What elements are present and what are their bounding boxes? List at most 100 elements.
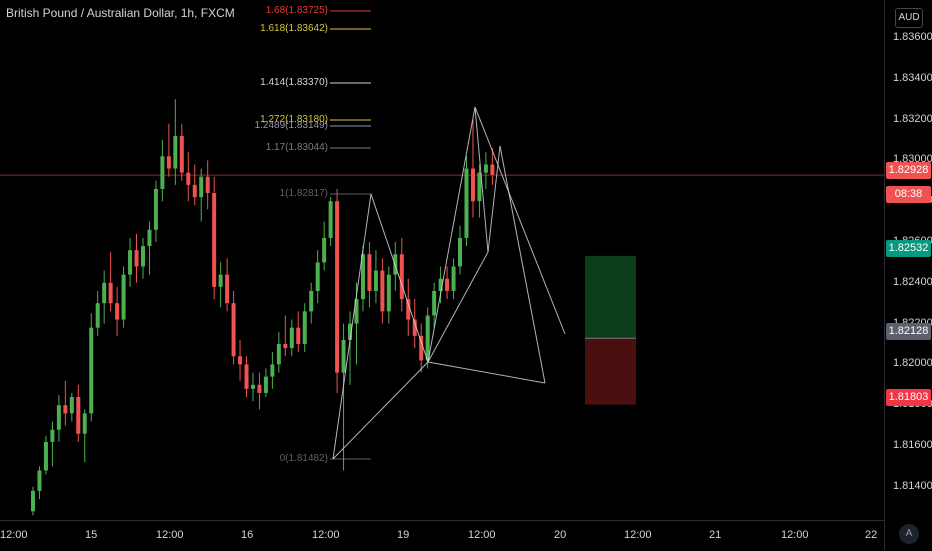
candle-body (140, 246, 145, 267)
candle (296, 311, 301, 353)
candle (464, 156, 469, 247)
long-position-tool (585, 255, 636, 405)
candle (432, 282, 437, 328)
candle-body (296, 327, 301, 344)
candle (470, 119, 475, 218)
pattern-line (427, 361, 546, 384)
candle-body (56, 405, 61, 430)
candle-body (483, 164, 488, 173)
candle (335, 188, 340, 393)
candle-body (373, 270, 378, 291)
candle-body (63, 405, 68, 414)
candle-body (147, 229, 152, 247)
target-zone (585, 255, 636, 339)
fib-level-label: 1.618(1.83642) (260, 23, 328, 34)
time-scale[interactable]: 12:00 15 12:00 16 12:00 19 12:00 20 12:00 21 12:00… (0, 520, 884, 551)
candle-body (464, 168, 469, 238)
time-tick-label: 19 (397, 529, 410, 541)
time-tick-label: 21 (709, 529, 722, 541)
candle-body (309, 290, 314, 312)
candle-body (270, 364, 275, 377)
candle-body (470, 168, 475, 202)
chart-area[interactable]: British Pound / Australian Dollar, 1h, F… (0, 0, 884, 520)
price-tick-label: 1.83600 (893, 31, 932, 43)
fib-level-label: 0(1.81482) (279, 453, 328, 464)
candle-body (160, 156, 165, 189)
symbol-title[interactable]: British Pound / Australian Dollar, 1h, F… (6, 6, 235, 20)
candle-body (419, 335, 424, 361)
candle-body (380, 270, 385, 312)
candle (76, 384, 81, 442)
candle (250, 372, 255, 402)
candle (225, 258, 230, 312)
candle-body (412, 319, 417, 336)
candle-body (69, 397, 74, 414)
candle (128, 237, 133, 287)
auto-scale-button[interactable]: A (899, 524, 919, 544)
entry-badge: 1.82128 (886, 323, 931, 340)
candle (108, 252, 113, 312)
currency-button[interactable]: AUD (895, 8, 923, 28)
time-tick-label: 22 (865, 529, 878, 541)
candle (360, 246, 365, 312)
candle (115, 286, 120, 336)
candle (186, 152, 191, 202)
candle (231, 290, 236, 365)
candle (31, 486, 35, 516)
candle-body (128, 250, 133, 275)
harmonic-pattern (332, 106, 566, 460)
candle-body (438, 278, 443, 291)
candle-body (108, 282, 113, 304)
time-tick-label: 12:00 (781, 529, 809, 541)
candlestick-chart[interactable] (0, 0, 884, 520)
candle-body (102, 282, 107, 304)
candle (445, 266, 450, 300)
candle-body (238, 356, 243, 365)
pattern-line (370, 193, 429, 363)
candle (82, 409, 87, 463)
candle (328, 197, 333, 247)
candle (276, 331, 281, 373)
candle-body (367, 254, 372, 291)
candle (451, 258, 456, 300)
time-tick-label: 12:00 (624, 529, 652, 541)
candle (399, 237, 404, 312)
candle (153, 180, 158, 242)
candle-body (225, 274, 230, 304)
candle-body (289, 327, 294, 349)
price-tick-label: 1.82400 (893, 275, 932, 288)
price-scale[interactable]: AUD 1.836001.834001.832001.830001.828001… (884, 0, 932, 550)
candle-body (302, 311, 307, 344)
candle-body (451, 266, 456, 291)
last-price-badge: 1.82928 (886, 162, 931, 179)
candle-body (322, 237, 327, 263)
candle (386, 266, 391, 324)
stop-zone (585, 338, 636, 405)
candle (283, 315, 288, 357)
candle (89, 313, 94, 422)
candle (367, 242, 372, 308)
candle (438, 266, 443, 304)
price-tick-label: 1.81400 (893, 479, 932, 492)
candle-body (341, 339, 346, 373)
candle-body (179, 135, 184, 173)
candle-body (231, 303, 236, 357)
candle-body (283, 344, 288, 349)
candle (419, 323, 424, 373)
candle (134, 233, 139, 283)
candle-body (315, 262, 320, 291)
candle (309, 282, 314, 324)
candle (483, 152, 488, 189)
candle-body (186, 172, 191, 185)
candle (218, 262, 223, 308)
candle (458, 225, 463, 275)
candle-body (121, 274, 126, 320)
candle-body (212, 193, 217, 287)
price-tick-label: 1.82000 (893, 357, 932, 370)
time-tick-label: 12:00 (0, 529, 28, 541)
candle-body (348, 323, 353, 340)
candle-body (244, 364, 249, 389)
fibonacci-extension (330, 10, 371, 460)
candle-body (354, 299, 359, 324)
candle (348, 311, 353, 385)
